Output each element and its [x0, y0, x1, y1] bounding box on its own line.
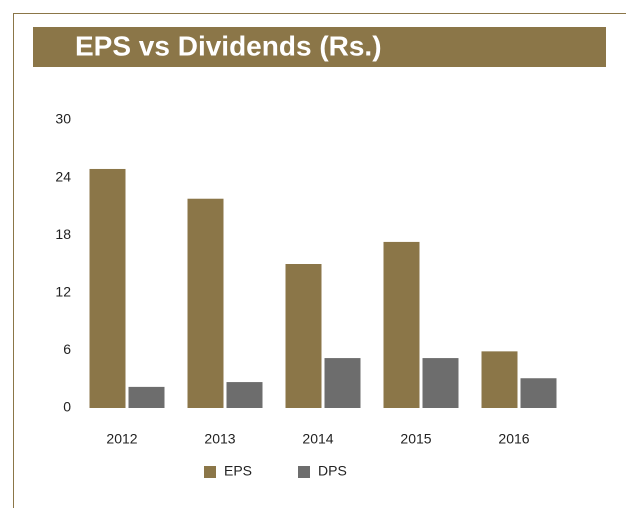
- legend-swatch: [204, 466, 216, 478]
- bar: [187, 198, 224, 408]
- chart-title: EPS vs Dividends (Rs.): [75, 30, 382, 61]
- bar: [128, 386, 165, 408]
- bar: [383, 241, 420, 408]
- bar: [422, 358, 459, 408]
- bar: [89, 168, 126, 408]
- bar: [481, 351, 518, 408]
- y-tick-label: 6: [63, 341, 71, 357]
- bar: [226, 382, 263, 408]
- bar: [520, 378, 557, 408]
- bar: [285, 264, 322, 408]
- x-tick-label: 2013: [204, 431, 235, 447]
- legend-swatch: [298, 466, 310, 478]
- title-banner: [33, 27, 606, 67]
- y-tick-label: 12: [55, 284, 71, 300]
- y-tick-label: 30: [55, 111, 71, 127]
- y-tick-label: 0: [63, 399, 71, 415]
- x-tick-label: 2015: [400, 431, 431, 447]
- bar: [324, 358, 361, 408]
- x-tick-label: 2012: [106, 431, 137, 447]
- legend-label: EPS: [224, 463, 252, 479]
- y-tick-label: 18: [55, 226, 71, 242]
- x-tick-label: 2014: [302, 431, 333, 447]
- y-tick-label: 24: [55, 168, 71, 184]
- legend-label: DPS: [318, 463, 347, 479]
- x-tick-label: 2016: [498, 431, 529, 447]
